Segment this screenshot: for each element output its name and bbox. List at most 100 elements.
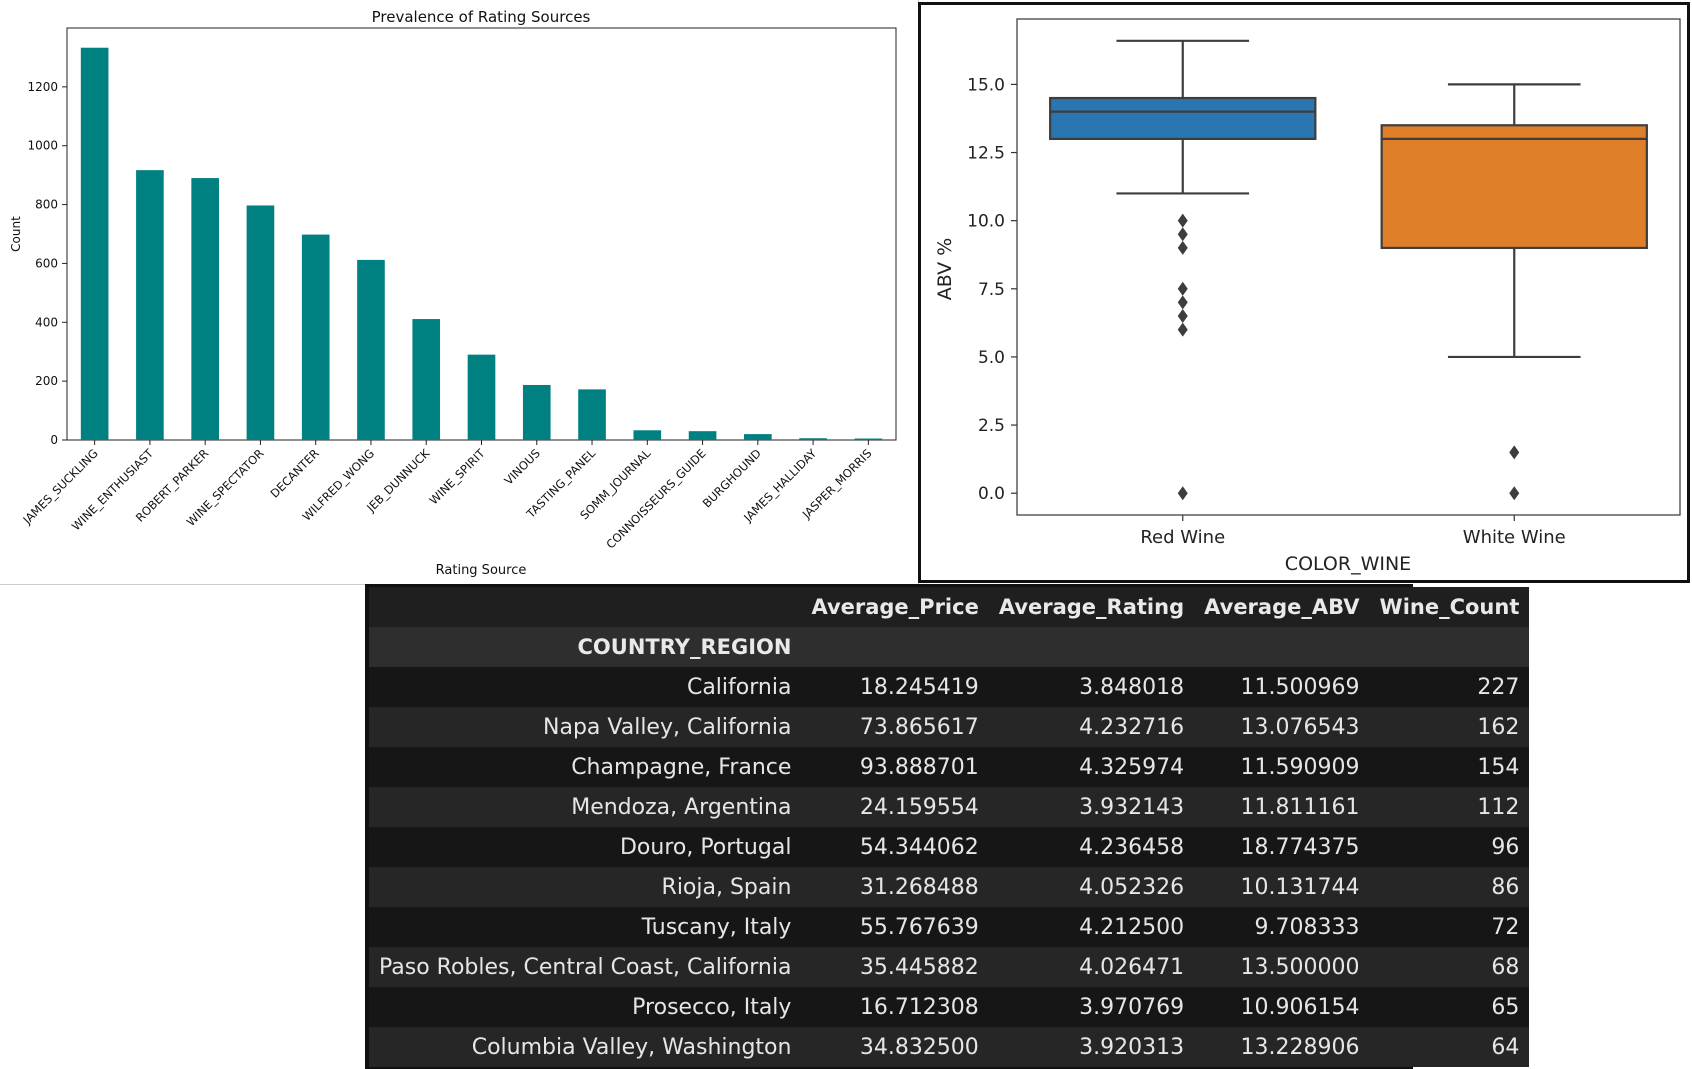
box-plot: 0.0 2.5 5.0 7.5 10.0 12.5 15.0 Red Wine White W…	[934, 18, 1681, 575]
table-row: Douro, Portugal 54.344062 4.236458 18.77437…	[369, 827, 1530, 867]
table-cell: 227	[1369, 667, 1530, 707]
table-cell: 10.906154	[1194, 987, 1370, 1027]
y-axis-label: ABV %	[934, 238, 956, 301]
x-tick-label: DECANTER	[267, 446, 321, 500]
table-cell: 4.232716	[988, 707, 1195, 747]
table-cell: 13.500000	[1194, 947, 1370, 987]
outlier-point	[1177, 281, 1188, 296]
y-axis-label: Count	[9, 216, 23, 252]
table-cell: 24.159554	[801, 787, 989, 827]
x-axis-label: Rating Source	[436, 563, 527, 578]
y-tick-label: 800	[35, 198, 58, 212]
index-header-blank	[369, 587, 802, 627]
bar-chart: Prevalence of Rating Sources 0 200 400 600 8…	[9, 8, 897, 578]
column-header-row: Average_Price Average_Rating Average_ABV…	[369, 587, 1530, 627]
x-tick-label: CONNOISSEURS_GUIDE	[603, 446, 708, 551]
y-tick-label: 0	[50, 433, 58, 447]
row-index-label: Columbia Valley, Washington	[369, 1027, 802, 1067]
outlier-point	[1509, 486, 1520, 501]
table-cell: 112	[1369, 787, 1530, 827]
bar	[688, 431, 717, 440]
row-index-label: Douro, Portugal	[369, 827, 802, 867]
row-index-label: California	[369, 667, 802, 707]
y-tick-label: 0.0	[978, 484, 1005, 504]
bar	[412, 319, 441, 440]
table-row: Prosecco, Italy 16.712308 3.970769 10.90615…	[369, 987, 1530, 1027]
outlier-point	[1177, 213, 1188, 228]
box-plot-panel: 0.0 2.5 5.0 7.5 10.0 12.5 15.0 Red Wine White W…	[918, 2, 1690, 583]
x-tick-label: WINE_SPIRIT	[427, 446, 489, 508]
table-cell: 3.932143	[988, 787, 1195, 827]
table-cell: 31.268488	[801, 867, 989, 907]
table-cell: 68	[1369, 947, 1530, 987]
bar	[467, 354, 496, 440]
y-tick-label: 600	[35, 256, 58, 270]
table-cell: 11.811161	[1194, 787, 1370, 827]
outlier-point	[1177, 322, 1188, 337]
bar	[80, 47, 109, 441]
y-tick-label: 200	[35, 374, 58, 388]
bar	[799, 438, 827, 440]
y-tick-label: 1200	[27, 80, 58, 94]
table-cell: 162	[1369, 707, 1530, 747]
table-cell: 18.774375	[1194, 827, 1370, 867]
table-cell: 3.848018	[988, 667, 1195, 707]
table-cell: 64	[1369, 1027, 1530, 1067]
bar	[854, 438, 883, 440]
table-cell: 11.590909	[1194, 747, 1370, 787]
table-cell: 73.865617	[801, 707, 989, 747]
y-tick-label: 10.0	[967, 212, 1005, 232]
column-header: Average_ABV	[1194, 587, 1370, 627]
row-index-label: Champagne, France	[369, 747, 802, 787]
table-row: Tuscany, Italy 55.767639 4.212500 9.708333 7…	[369, 907, 1530, 947]
bar	[578, 389, 606, 440]
row-index-label: Paso Robles, Central Coast, California	[369, 947, 802, 987]
table-cell: 154	[1369, 747, 1530, 787]
index-name-row: COUNTRY_REGION	[369, 627, 1530, 667]
x-axis-label: COLOR_WINE	[1285, 553, 1411, 575]
table-cell: 13.076543	[1194, 707, 1370, 747]
table-cell: 3.920313	[988, 1027, 1195, 1067]
y-tick-label: 5.0	[978, 348, 1005, 368]
table-cell: 72	[1369, 907, 1530, 947]
table-cell: 3.970769	[988, 987, 1195, 1027]
table-cell: 4.052326	[988, 867, 1195, 907]
outlier-point	[1177, 486, 1188, 501]
y-tick-label: 400	[35, 315, 58, 329]
bar	[301, 234, 330, 440]
row-index-label: Prosecco, Italy	[369, 987, 802, 1027]
dataframe-table-panel: Average_Price Average_Rating Average_ABV…	[365, 584, 1530, 1069]
x-tick-label: Red Wine	[1140, 527, 1225, 548]
table-cell: 35.445882	[801, 947, 989, 987]
row-index-label: Tuscany, Italy	[369, 907, 802, 947]
column-header: Average_Price	[801, 587, 989, 627]
column-header: Wine_Count	[1369, 587, 1530, 627]
iqr-box	[1380, 124, 1648, 250]
column-header: Average_Rating	[988, 587, 1195, 627]
row-index-label: Mendoza, Argentina	[369, 787, 802, 827]
bar	[191, 178, 219, 441]
x-tick-label: White Wine	[1463, 527, 1566, 548]
outlier-point	[1177, 227, 1188, 242]
table-row: Champagne, France 93.888701 4.325974 11.590…	[369, 747, 1530, 787]
outlier-point	[1177, 295, 1188, 310]
table-cell: 4.212500	[988, 907, 1195, 947]
table-row: Napa Valley, California 73.865617 4.232716…	[369, 707, 1530, 747]
region-summary-table: Average_Price Average_Rating Average_ABV…	[369, 587, 1530, 1067]
outlier-point	[1177, 309, 1188, 324]
outlier-point	[1509, 445, 1520, 460]
y-tick-label: 2.5	[978, 416, 1005, 436]
iqr-box	[1049, 96, 1317, 141]
bar	[522, 384, 551, 440]
table-row: Rioja, Spain 31.268488 4.052326 10.131744 86	[369, 867, 1530, 907]
table-cell: 54.344062	[801, 827, 989, 867]
row-index-label: Rioja, Spain	[369, 867, 802, 907]
table-row: Paso Robles, Central Coast, California 35…	[369, 947, 1530, 987]
bar	[246, 205, 275, 440]
table-row: Mendoza, Argentina 24.159554 3.932143 11.81…	[369, 787, 1530, 827]
plot-area	[1016, 18, 1681, 516]
table-cell: 86	[1369, 867, 1530, 907]
table-row: Columbia Valley, Washington 34.832500 3.92…	[369, 1027, 1530, 1067]
table-cell: 93.888701	[801, 747, 989, 787]
table-cell: 16.712308	[801, 987, 989, 1027]
